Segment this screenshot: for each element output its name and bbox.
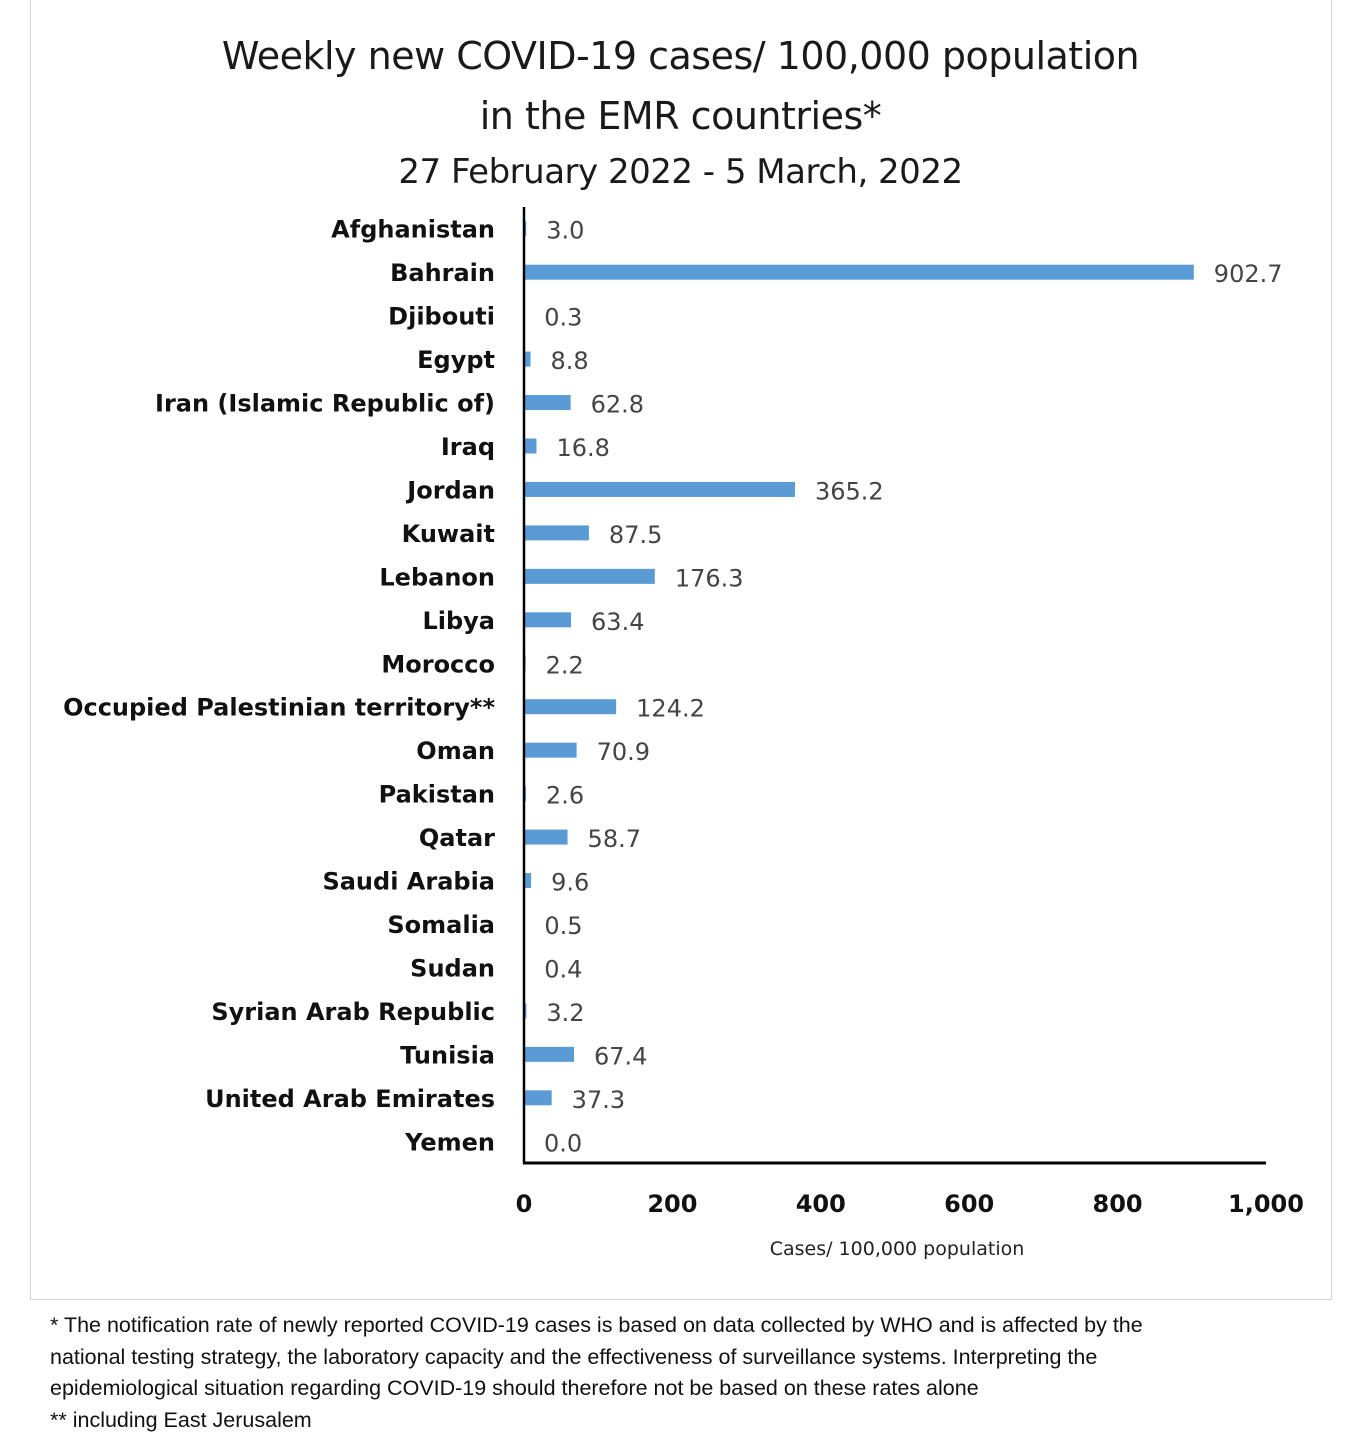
bar [524, 351, 531, 367]
value-label: 8.8 [551, 347, 589, 375]
category-labels: Afghanistan Bahrain Djibouti Egypt Iran (Isl… [63, 216, 495, 1157]
category-label: Occupied Palestinian territory** [63, 694, 495, 722]
footnote-line: ** including East Jerusalem [50, 1407, 312, 1432]
bar [524, 525, 589, 541]
x-tick-labels: 0 200 400 600 800 1,000 [516, 1190, 1304, 1218]
category-label: United Arab Emirates [205, 1085, 495, 1113]
bars-group [524, 221, 1194, 1106]
value-label: 2.6 [546, 782, 584, 810]
footnote-line: national testing strategy, the laborator… [50, 1344, 1098, 1369]
bar [524, 742, 577, 758]
bar [524, 568, 655, 584]
category-label: Somalia [387, 911, 495, 939]
category-label: Saudi Arabia [322, 868, 495, 896]
category-label: Qatar [419, 824, 495, 852]
footnote-line: epidemiological situation regarding COVI… [50, 1376, 979, 1400]
bar [524, 481, 795, 497]
value-label: 70.9 [597, 738, 650, 766]
category-label: Pakistan [379, 781, 495, 809]
value-label: 0.0 [544, 1129, 582, 1157]
category-label: Bahrain [390, 259, 495, 287]
bar [524, 395, 571, 411]
category-label: Oman [416, 737, 495, 765]
category-label: Tunisia [400, 1041, 495, 1069]
value-label: 902.7 [1214, 260, 1283, 288]
bar [524, 1046, 575, 1062]
category-label: Lebanon [379, 563, 495, 591]
bar-chart: Afghanistan Bahrain Djibouti Egypt Iran (Isl… [63, 207, 1304, 1260]
x-tick-label: 600 [944, 1190, 994, 1218]
bar [524, 873, 532, 889]
value-label: 176.3 [675, 564, 744, 592]
category-label: Libya [422, 607, 495, 635]
category-label: Kuwait [402, 520, 495, 548]
category-label: Iraq [441, 433, 495, 461]
x-tick-label: 200 [647, 1190, 697, 1218]
value-labels: 3.0 902.7 0.3 8.862.8 16.8 365.2 87.5 176.3 63.4… [544, 217, 1283, 1158]
chart-title: Weekly new COVID-19 cases/ 100,000 popul… [221, 34, 1140, 78]
bar [524, 264, 1194, 280]
x-tick-label: 0 [516, 1190, 533, 1218]
bar [524, 699, 617, 715]
value-label: 9.6 [551, 869, 589, 897]
bar [524, 438, 537, 454]
bar [524, 612, 572, 628]
x-tick-label: 1,000 [1228, 1190, 1304, 1218]
category-label: Sudan [410, 954, 495, 982]
value-label: 16.8 [556, 434, 609, 462]
value-label: 87.5 [609, 521, 662, 549]
x-axis-label: Cases/ 100,000 population [770, 1238, 1025, 1260]
footnotes: * The notification rate of newly reporte… [50, 1310, 1340, 1436]
footnote-line: * The notification rate of newly reporte… [50, 1313, 1143, 1337]
category-label: Yemen [404, 1128, 495, 1156]
category-label: Morocco [381, 650, 495, 678]
value-label: 0.4 [544, 955, 582, 983]
value-label: 58.7 [588, 825, 641, 853]
category-label: Afghanistan [331, 216, 495, 244]
chart-frame [30, 0, 1332, 1300]
category-label: Syrian Arab Republic [211, 998, 495, 1026]
x-tick-label: 800 [1093, 1190, 1143, 1218]
value-label: 67.4 [594, 1042, 647, 1070]
chart-title-line2: in the EMR countries* [479, 94, 882, 138]
value-label: 3.0 [546, 217, 584, 245]
value-label: 62.8 [591, 391, 644, 419]
value-label: 37.3 [572, 1086, 625, 1114]
value-label: 0.5 [544, 912, 582, 940]
category-label: Jordan [405, 476, 495, 504]
chart-subtitle: 27 February 2022 - 5 March, 2022 [398, 152, 963, 192]
value-label: 3.2 [546, 999, 584, 1027]
value-label: 0.3 [544, 304, 582, 332]
category-label: Egypt [417, 346, 495, 374]
category-label: Djibouti [388, 303, 495, 331]
value-label: 63.4 [591, 608, 644, 636]
x-tick-label: 400 [796, 1190, 846, 1218]
bar [524, 1090, 552, 1106]
bar [524, 829, 568, 845]
value-label: 124.2 [636, 695, 705, 723]
value-label: 2.2 [546, 651, 584, 679]
value-label: 365.2 [815, 477, 884, 505]
category-label: Iran (Islamic Republic of) [155, 390, 495, 418]
